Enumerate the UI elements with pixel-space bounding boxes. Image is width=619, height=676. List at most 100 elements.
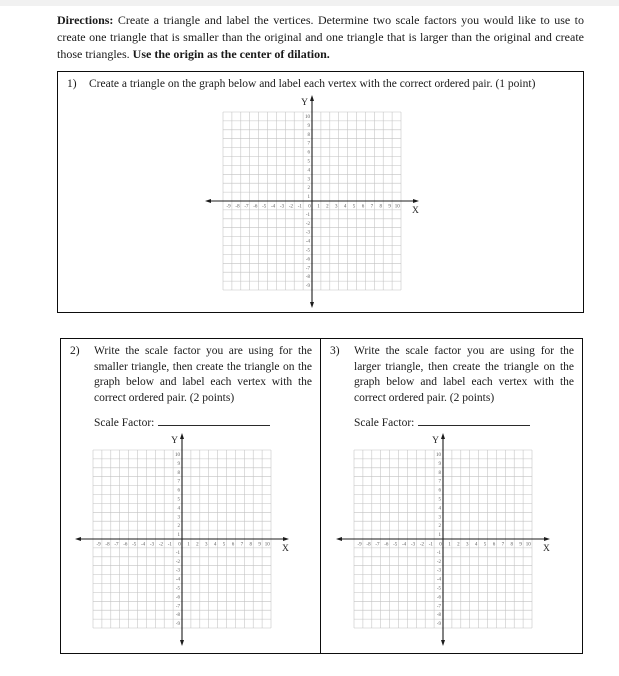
question-3-number: 3) bbox=[330, 345, 340, 357]
svg-text:-7: -7 bbox=[436, 605, 441, 610]
svg-text:-3: -3 bbox=[279, 204, 284, 209]
svg-text:-5: -5 bbox=[262, 204, 267, 209]
svg-text:3: 3 bbox=[307, 177, 310, 182]
svg-text:5: 5 bbox=[438, 498, 441, 503]
svg-text:6: 6 bbox=[492, 543, 495, 548]
svg-text:1: 1 bbox=[438, 533, 441, 538]
svg-text:-4: -4 bbox=[436, 578, 441, 583]
svg-text:4: 4 bbox=[177, 507, 180, 512]
directions: Directions: Create a triangle and label … bbox=[57, 12, 584, 63]
question-1-header: 1) Create a triangle on the graph below … bbox=[58, 72, 583, 92]
svg-text:6: 6 bbox=[177, 489, 180, 494]
svg-text:-4: -4 bbox=[402, 543, 407, 548]
svg-text:-7: -7 bbox=[375, 543, 380, 548]
svg-text:5: 5 bbox=[307, 160, 310, 165]
coordinate-grid-q3: -9 -8 -7 -6 -5 -4 -3 -2 -1 0 1 2 3 4 5 6 7 8 9 101098765432… bbox=[335, 433, 550, 647]
svg-text:-5: -5 bbox=[175, 587, 180, 592]
svg-text:-9: -9 bbox=[436, 622, 441, 627]
svg-text:4: 4 bbox=[438, 507, 441, 512]
svg-text:-6: -6 bbox=[305, 257, 310, 262]
question-2-box: 2) Write the scale factor you are using … bbox=[61, 339, 321, 653]
svg-text:-9: -9 bbox=[96, 543, 101, 548]
question-3-text: Write the scale factor you are using for… bbox=[354, 345, 574, 404]
svg-text:-2: -2 bbox=[419, 543, 424, 548]
question-1-grid-area: -9 -8 -7 -6 -5 -4 -3 -2 -1 0 1 2 3 4 5 6 7 8 9 10 10 9 8 7 6 5 4 3 2… bbox=[58, 94, 583, 317]
question-2-scale-factor-line: Scale Factor: bbox=[94, 415, 320, 430]
question-1-text: Create a triangle on the graph below and… bbox=[89, 78, 536, 90]
svg-text:9: 9 bbox=[177, 462, 180, 467]
svg-text:-4: -4 bbox=[271, 204, 276, 209]
svg-text:9: 9 bbox=[388, 204, 391, 209]
svg-text:5: 5 bbox=[177, 498, 180, 503]
svg-text:6: 6 bbox=[307, 151, 310, 156]
svg-text:-8: -8 bbox=[436, 614, 441, 619]
svg-text:-6: -6 bbox=[384, 543, 389, 548]
svg-text:-5: -5 bbox=[436, 587, 441, 592]
svg-text:-1: -1 bbox=[305, 213, 310, 218]
svg-text:8: 8 bbox=[307, 133, 310, 138]
svg-text:6: 6 bbox=[361, 204, 364, 209]
question-3-grid-area: -9 -8 -7 -6 -5 -4 -3 -2 -1 0 1 2 3 4 5 6 7 8 9 10 10 9 8 7 6 5 4 3 2… bbox=[321, 432, 582, 655]
svg-text:-2: -2 bbox=[436, 560, 441, 565]
scan-edge-artifact bbox=[0, 0, 619, 6]
svg-text:0: 0 bbox=[439, 543, 442, 548]
svg-text:-3: -3 bbox=[175, 569, 180, 574]
svg-text:4: 4 bbox=[343, 204, 346, 209]
svg-text:3: 3 bbox=[438, 516, 441, 521]
svg-text:-9: -9 bbox=[305, 284, 310, 289]
svg-text:8: 8 bbox=[177, 471, 180, 476]
svg-text:5: 5 bbox=[483, 543, 486, 548]
svg-text:3: 3 bbox=[177, 516, 180, 521]
svg-text:10: 10 bbox=[436, 453, 442, 458]
svg-text:9: 9 bbox=[438, 462, 441, 467]
svg-text:5: 5 bbox=[222, 543, 225, 548]
svg-text:-1: -1 bbox=[167, 543, 172, 548]
svg-text:7: 7 bbox=[177, 480, 180, 485]
svg-text:9: 9 bbox=[258, 543, 261, 548]
svg-text:-6: -6 bbox=[436, 596, 441, 601]
question-2-grid-area: -9 -8 -7 -6 -5 -4 -3 -2 -1 0 1 2 3 4 5 6 7 8 9 10 10 9 8 7 6 5 4 3 2… bbox=[61, 432, 320, 655]
svg-text:10: 10 bbox=[175, 453, 181, 458]
coordinate-grid-q2: -9 -8 -7 -6 -5 -4 -3 -2 -1 0 1 2 3 4 5 6 7 8 9 101098765432… bbox=[74, 433, 289, 647]
svg-text:10: 10 bbox=[264, 543, 270, 548]
svg-text:X: X bbox=[412, 206, 419, 216]
svg-text:10: 10 bbox=[305, 115, 311, 120]
svg-text:-7: -7 bbox=[244, 204, 249, 209]
directions-label: Directions: bbox=[57, 13, 114, 27]
question-2-text: Write the scale factor you are using for… bbox=[94, 345, 312, 404]
svg-text:-6: -6 bbox=[253, 204, 258, 209]
svg-text:6: 6 bbox=[438, 489, 441, 494]
question-3-header: 3) Write the scale factor you are using … bbox=[321, 339, 582, 406]
svg-text:0: 0 bbox=[178, 543, 181, 548]
scale-factor-label-q2: Scale Factor: bbox=[94, 417, 155, 430]
svg-text:-1: -1 bbox=[436, 551, 441, 556]
svg-text:-2: -2 bbox=[158, 543, 163, 548]
svg-text:-8: -8 bbox=[105, 543, 110, 548]
svg-text:Y: Y bbox=[171, 436, 178, 446]
questions-2-3-row: 2) Write the scale factor you are using … bbox=[60, 338, 583, 654]
svg-text:3: 3 bbox=[466, 543, 469, 548]
svg-text:-8: -8 bbox=[175, 614, 180, 619]
svg-text:-8: -8 bbox=[305, 275, 310, 280]
svg-text:1: 1 bbox=[187, 543, 190, 548]
svg-text:9: 9 bbox=[519, 543, 522, 548]
svg-text:-7: -7 bbox=[175, 605, 180, 610]
svg-text:-1: -1 bbox=[297, 204, 302, 209]
svg-text:8: 8 bbox=[510, 543, 513, 548]
svg-text:Y: Y bbox=[301, 98, 308, 108]
svg-text:0: 0 bbox=[308, 204, 311, 209]
svg-text:-3: -3 bbox=[149, 543, 154, 548]
question-2-header: 2) Write the scale factor you are using … bbox=[61, 339, 320, 406]
svg-text:3: 3 bbox=[335, 204, 338, 209]
svg-text:10: 10 bbox=[394, 204, 400, 209]
directions-emphasis: Use the origin as the center of dilation… bbox=[132, 47, 330, 61]
svg-text:2: 2 bbox=[326, 204, 329, 209]
svg-text:4: 4 bbox=[213, 543, 216, 548]
svg-text:-9: -9 bbox=[175, 622, 180, 627]
svg-text:7: 7 bbox=[370, 204, 373, 209]
question-1-box: 1) Create a triangle on the graph below … bbox=[57, 71, 584, 313]
svg-text:-2: -2 bbox=[288, 204, 293, 209]
question-2-number: 2) bbox=[70, 345, 80, 357]
svg-text:Y: Y bbox=[432, 436, 439, 446]
